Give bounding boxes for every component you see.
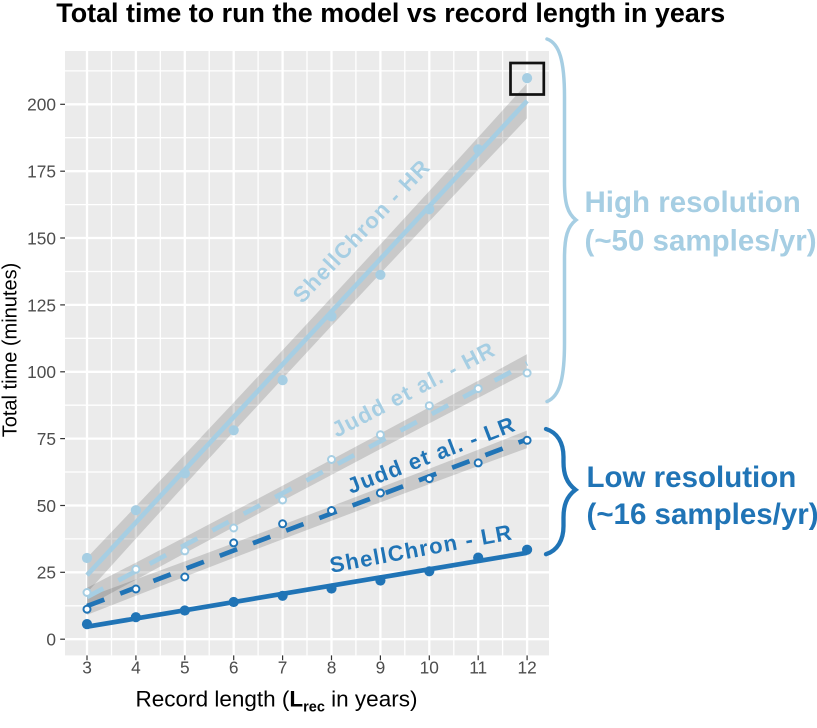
svg-text:200: 200 bbox=[27, 95, 56, 115]
svg-text:Total time (minutes): Total time (minutes) bbox=[0, 263, 22, 438]
svg-text:Record length (Lrec in years): Record length (Lrec in years) bbox=[136, 687, 418, 716]
svg-text:11: 11 bbox=[469, 658, 487, 678]
svg-text:175: 175 bbox=[27, 162, 56, 182]
svg-text:Low resolution: Low resolution bbox=[587, 461, 797, 494]
svg-text:(~50 samples/yr): (~50 samples/yr) bbox=[585, 225, 817, 258]
svg-text:50: 50 bbox=[37, 496, 56, 516]
svg-text:4: 4 bbox=[131, 658, 141, 678]
svg-text:75: 75 bbox=[37, 429, 56, 449]
svg-text:(~16 samples/yr): (~16 samples/yr) bbox=[587, 498, 817, 531]
svg-text:125: 125 bbox=[27, 295, 56, 315]
svg-text:9: 9 bbox=[376, 658, 386, 678]
svg-text:0: 0 bbox=[46, 630, 56, 650]
svg-text:100: 100 bbox=[27, 362, 56, 382]
svg-text:10: 10 bbox=[420, 658, 439, 678]
svg-text:7: 7 bbox=[278, 658, 288, 678]
svg-text:6: 6 bbox=[229, 658, 239, 678]
svg-text:25: 25 bbox=[37, 563, 56, 583]
svg-text:150: 150 bbox=[27, 228, 56, 248]
svg-text:5: 5 bbox=[180, 658, 190, 678]
svg-text:8: 8 bbox=[327, 658, 337, 678]
svg-text:Total time to run the model vs: Total time to run the model vs record le… bbox=[56, 0, 725, 28]
svg-text:High resolution: High resolution bbox=[585, 186, 801, 219]
svg-text:3: 3 bbox=[82, 658, 92, 678]
svg-text:12: 12 bbox=[517, 658, 536, 678]
